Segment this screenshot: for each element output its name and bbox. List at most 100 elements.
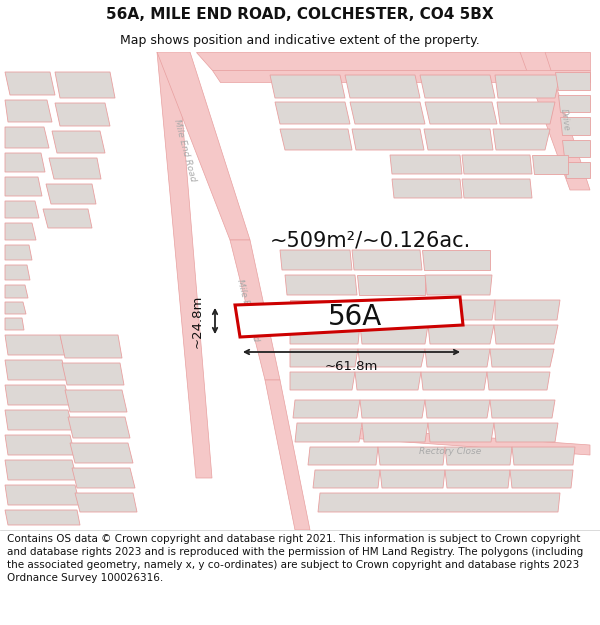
- Polygon shape: [5, 318, 24, 330]
- Polygon shape: [5, 302, 26, 314]
- Polygon shape: [275, 102, 350, 124]
- Polygon shape: [512, 447, 575, 465]
- Polygon shape: [494, 423, 558, 442]
- Text: ~509m²/~0.126ac.: ~509m²/~0.126ac.: [269, 230, 470, 250]
- Polygon shape: [318, 493, 560, 512]
- Polygon shape: [392, 179, 462, 198]
- Polygon shape: [5, 360, 67, 380]
- Polygon shape: [352, 250, 422, 270]
- Polygon shape: [462, 155, 532, 174]
- Polygon shape: [420, 75, 495, 98]
- Polygon shape: [5, 223, 36, 240]
- Polygon shape: [425, 102, 497, 124]
- Polygon shape: [424, 129, 493, 150]
- Polygon shape: [235, 297, 463, 337]
- Polygon shape: [5, 100, 52, 122]
- Polygon shape: [308, 447, 378, 465]
- Polygon shape: [555, 72, 590, 90]
- Polygon shape: [5, 177, 42, 196]
- Polygon shape: [5, 435, 75, 455]
- Polygon shape: [428, 300, 495, 320]
- Polygon shape: [520, 52, 590, 190]
- Polygon shape: [493, 129, 550, 150]
- Polygon shape: [212, 70, 590, 82]
- Polygon shape: [490, 400, 555, 418]
- Polygon shape: [425, 349, 490, 367]
- Polygon shape: [196, 52, 590, 70]
- Polygon shape: [290, 372, 355, 390]
- Polygon shape: [390, 155, 462, 174]
- Text: ~61.8m: ~61.8m: [325, 359, 378, 372]
- Polygon shape: [230, 240, 280, 380]
- Polygon shape: [280, 250, 352, 270]
- Polygon shape: [497, 102, 555, 124]
- Polygon shape: [362, 423, 428, 442]
- Polygon shape: [357, 275, 425, 295]
- Polygon shape: [360, 325, 428, 344]
- Polygon shape: [295, 423, 362, 442]
- Polygon shape: [510, 470, 573, 488]
- Polygon shape: [425, 400, 490, 418]
- Polygon shape: [5, 410, 73, 430]
- Polygon shape: [487, 372, 550, 390]
- Polygon shape: [270, 75, 345, 98]
- Polygon shape: [378, 447, 445, 465]
- Polygon shape: [5, 127, 49, 148]
- Polygon shape: [43, 209, 92, 228]
- Polygon shape: [422, 250, 490, 270]
- Polygon shape: [5, 510, 80, 525]
- Polygon shape: [5, 201, 39, 218]
- Polygon shape: [55, 103, 110, 126]
- Polygon shape: [49, 158, 101, 179]
- Polygon shape: [421, 372, 487, 390]
- Polygon shape: [425, 275, 492, 295]
- Polygon shape: [290, 300, 360, 320]
- Polygon shape: [313, 470, 380, 488]
- Polygon shape: [5, 385, 70, 405]
- Polygon shape: [5, 285, 28, 298]
- Polygon shape: [532, 155, 568, 174]
- Polygon shape: [345, 75, 420, 98]
- Polygon shape: [560, 117, 590, 135]
- Text: Mile End Road: Mile End Road: [235, 278, 260, 342]
- Polygon shape: [445, 447, 512, 465]
- Polygon shape: [290, 349, 358, 367]
- Polygon shape: [52, 131, 105, 153]
- Polygon shape: [558, 95, 590, 112]
- Polygon shape: [70, 443, 133, 463]
- Text: Drive: Drive: [559, 108, 571, 132]
- Text: Map shows position and indicative extent of the property.: Map shows position and indicative extent…: [120, 34, 480, 47]
- Polygon shape: [380, 470, 445, 488]
- Polygon shape: [293, 400, 360, 418]
- Polygon shape: [280, 129, 352, 150]
- Polygon shape: [494, 325, 558, 344]
- Polygon shape: [5, 72, 55, 95]
- Polygon shape: [265, 380, 310, 530]
- Polygon shape: [5, 245, 32, 260]
- Polygon shape: [564, 162, 590, 178]
- Polygon shape: [462, 179, 532, 198]
- Polygon shape: [5, 460, 77, 480]
- Polygon shape: [495, 75, 560, 98]
- Polygon shape: [157, 52, 212, 478]
- Polygon shape: [428, 423, 494, 442]
- Polygon shape: [5, 335, 65, 355]
- Polygon shape: [562, 140, 590, 157]
- Polygon shape: [55, 72, 115, 98]
- Polygon shape: [355, 372, 421, 390]
- Polygon shape: [65, 390, 127, 412]
- Polygon shape: [62, 363, 124, 385]
- Polygon shape: [490, 349, 554, 367]
- Polygon shape: [72, 468, 135, 488]
- Polygon shape: [350, 102, 425, 124]
- Text: Mile End Road: Mile End Road: [172, 118, 197, 182]
- Text: Contains OS data © Crown copyright and database right 2021. This information is : Contains OS data © Crown copyright and d…: [7, 534, 583, 583]
- Polygon shape: [358, 349, 425, 367]
- Polygon shape: [428, 325, 494, 344]
- Polygon shape: [445, 470, 510, 488]
- Polygon shape: [5, 265, 30, 280]
- Polygon shape: [495, 300, 560, 320]
- Polygon shape: [305, 425, 590, 455]
- Polygon shape: [68, 417, 130, 438]
- Polygon shape: [5, 485, 80, 505]
